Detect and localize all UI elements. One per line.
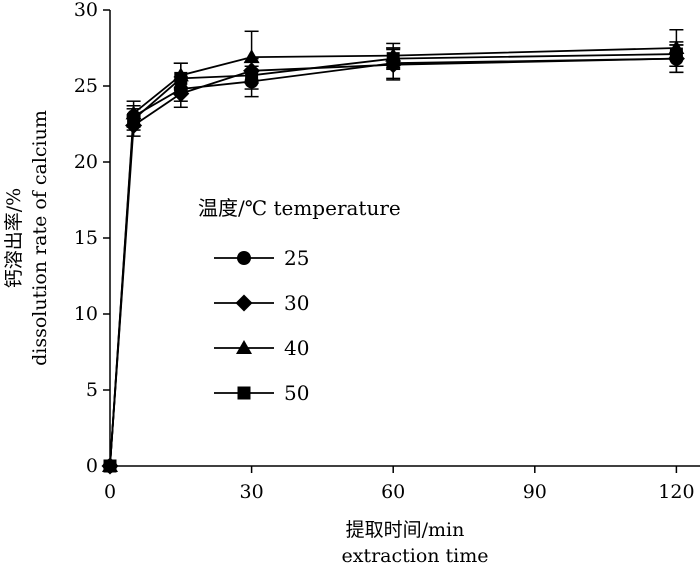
- series-layer: [101, 29, 685, 475]
- y-tick-label: 20: [74, 151, 98, 173]
- marker-circle: [237, 251, 251, 265]
- y-tick-label: 10: [74, 303, 98, 325]
- marker-diamond: [235, 294, 253, 312]
- legend-label: 25: [284, 246, 309, 270]
- series-line: [109, 57, 677, 467]
- x-tick-label: 0: [104, 481, 116, 503]
- y-tick-label: 15: [74, 227, 98, 249]
- axes: 0 5 10 15 20 25 30 0 30 60 90 120: [74, 0, 700, 503]
- marker-square: [669, 47, 683, 61]
- marker-square: [174, 71, 188, 85]
- series-line: [109, 57, 677, 467]
- y-axis-title-en: dissolution rate of calcium: [29, 110, 51, 366]
- series-triangle: [102, 29, 685, 472]
- x-axis-title-cn: 提取时间/min: [346, 519, 465, 541]
- x-tick-label: 30: [240, 481, 264, 503]
- marker-square: [127, 112, 141, 126]
- legend-title: 温度/℃ temperature: [198, 196, 401, 220]
- x-tick-label: 60: [381, 481, 405, 503]
- legend-label: 40: [284, 336, 309, 360]
- legend-item-30: 30: [214, 291, 309, 315]
- legend-label: 50: [284, 381, 309, 405]
- marker-square: [386, 52, 400, 66]
- legend-item-50: 50: [214, 381, 309, 405]
- series-square: [103, 41, 684, 473]
- x-axis-title-en: extraction time: [341, 545, 488, 567]
- series-line: [109, 53, 677, 467]
- legend-item-25: 25: [214, 246, 309, 270]
- series-line: [109, 47, 677, 467]
- x-tick-label: 90: [523, 481, 547, 503]
- marker-square: [103, 459, 117, 473]
- y-tick-label: 25: [74, 75, 98, 97]
- marker-square: [245, 68, 259, 82]
- y-tick-label: 30: [74, 0, 98, 21]
- legend: 25 30 40 50: [214, 246, 309, 405]
- marker-triangle: [236, 340, 252, 354]
- y-tick-label: 5: [86, 379, 98, 401]
- series-circle: [103, 44, 684, 473]
- x-tick-label: 120: [658, 481, 694, 503]
- series-diamond: [101, 44, 685, 475]
- legend-item-40: 40: [214, 336, 309, 360]
- y-axis-title-cn: 钙溶出率/%: [3, 188, 25, 288]
- marker-triangle: [243, 49, 260, 64]
- legend-label: 30: [284, 291, 309, 315]
- marker-square: [237, 386, 251, 400]
- y-tick-label: 0: [86, 455, 98, 477]
